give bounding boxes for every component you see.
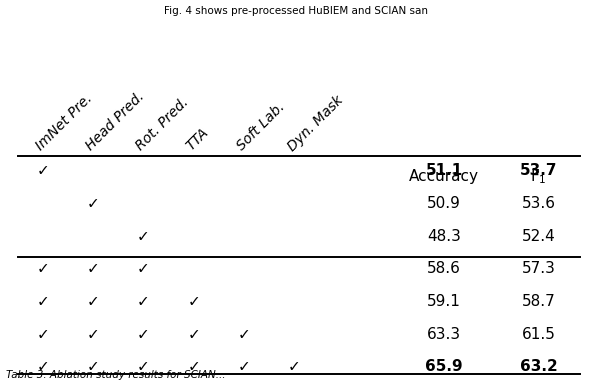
Text: Accuracy: Accuracy bbox=[409, 169, 479, 184]
Text: ✓: ✓ bbox=[288, 359, 301, 374]
Text: F$_1$: F$_1$ bbox=[530, 167, 547, 186]
Text: ✓: ✓ bbox=[238, 359, 250, 374]
Text: ✓: ✓ bbox=[37, 326, 49, 342]
Text: Rot. Pred.: Rot. Pred. bbox=[134, 96, 192, 154]
Text: Table 3. Ablation study results for SCIAN...: Table 3. Ablation study results for SCIA… bbox=[6, 370, 226, 380]
Text: 48.3: 48.3 bbox=[427, 228, 461, 244]
Text: 57.3: 57.3 bbox=[522, 261, 556, 276]
Text: ✓: ✓ bbox=[137, 359, 150, 374]
Text: 58.6: 58.6 bbox=[427, 261, 461, 276]
Text: 51.1: 51.1 bbox=[426, 163, 462, 179]
Text: 65.9: 65.9 bbox=[425, 359, 463, 374]
Text: ✓: ✓ bbox=[37, 359, 49, 374]
Text: ✓: ✓ bbox=[188, 326, 200, 342]
Text: 61.5: 61.5 bbox=[522, 326, 556, 342]
Text: ✓: ✓ bbox=[87, 196, 99, 211]
Text: 59.1: 59.1 bbox=[427, 294, 461, 309]
Text: ✓: ✓ bbox=[188, 359, 200, 374]
Text: ✓: ✓ bbox=[37, 163, 49, 179]
Text: ImNet Pre.: ImNet Pre. bbox=[33, 92, 95, 154]
Text: 63.3: 63.3 bbox=[427, 326, 461, 342]
Text: ✓: ✓ bbox=[137, 294, 150, 309]
Text: 53.6: 53.6 bbox=[522, 196, 556, 211]
Text: 63.2: 63.2 bbox=[520, 359, 558, 374]
Text: ✓: ✓ bbox=[37, 294, 49, 309]
Text: 52.4: 52.4 bbox=[522, 228, 556, 244]
Text: Soft Lab.: Soft Lab. bbox=[234, 100, 288, 154]
Text: ✓: ✓ bbox=[137, 228, 150, 244]
Text: TTA: TTA bbox=[184, 126, 212, 154]
Text: ✓: ✓ bbox=[188, 294, 200, 309]
Text: Dyn. Mask: Dyn. Mask bbox=[285, 93, 346, 154]
Text: ✓: ✓ bbox=[238, 326, 250, 342]
Text: ✓: ✓ bbox=[37, 261, 49, 276]
Text: ✓: ✓ bbox=[87, 261, 99, 276]
Text: 50.9: 50.9 bbox=[427, 196, 461, 211]
Text: Fig. 4 shows pre-processed HuBIEM and SCIAN san: Fig. 4 shows pre-processed HuBIEM and SC… bbox=[164, 6, 428, 16]
Text: ✓: ✓ bbox=[137, 326, 150, 342]
Text: ✓: ✓ bbox=[137, 261, 150, 276]
Text: Head Pred.: Head Pred. bbox=[83, 90, 147, 154]
Text: 53.7: 53.7 bbox=[520, 163, 558, 179]
Text: ✓: ✓ bbox=[87, 359, 99, 374]
Text: ✓: ✓ bbox=[87, 326, 99, 342]
Text: 58.7: 58.7 bbox=[522, 294, 556, 309]
Text: ✓: ✓ bbox=[87, 294, 99, 309]
